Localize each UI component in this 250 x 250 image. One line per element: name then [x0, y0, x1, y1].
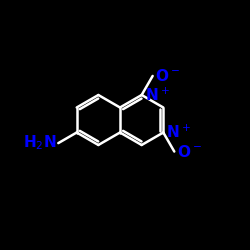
Text: N$^+$: N$^+$	[145, 86, 170, 104]
Text: O$^-$: O$^-$	[177, 144, 202, 160]
Text: H$_2$N: H$_2$N	[23, 134, 56, 152]
Text: N$^+$: N$^+$	[166, 124, 191, 141]
Text: O$^-$: O$^-$	[155, 68, 180, 84]
